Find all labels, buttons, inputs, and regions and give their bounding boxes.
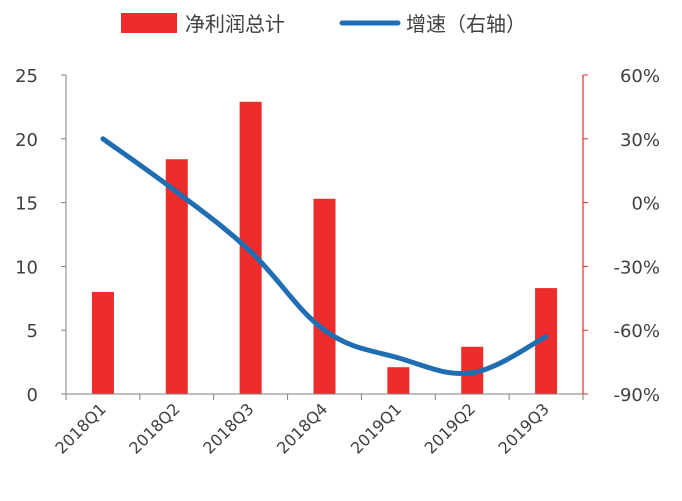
bar-2018Q2 [165, 159, 188, 394]
plot-area: 0 5 10 15 20 25 -90% -60% -30% 0% 30% 60% 2018Q1 2018… [15, 66, 660, 458]
left-tick-label: 25 [15, 66, 38, 87]
x-tick-label: 2019Q3 [495, 399, 553, 457]
x-tick-label: 2018Q4 [273, 399, 331, 457]
left-tick-label: 20 [15, 130, 38, 151]
left-tick-label: 10 [15, 257, 38, 278]
bar-2018Q1 [91, 291, 114, 394]
bar-2018Q4 [313, 198, 336, 394]
x-tick-label: 2019Q1 [347, 399, 405, 457]
right-tick-label: 0% [631, 194, 660, 215]
legend-line-label: 增速（右轴） [406, 12, 526, 36]
x-tick-label: 2018Q2 [125, 399, 183, 457]
left-tick-label: 15 [15, 194, 38, 215]
left-tick-label: 0 [27, 385, 38, 406]
right-tick-label: -60% [613, 321, 660, 342]
right-tick-label: 60% [620, 66, 660, 87]
bar-2019Q1 [387, 367, 410, 394]
x-tick-label: 2018Q1 [51, 399, 109, 457]
x-tick-label: 2018Q3 [199, 399, 257, 457]
legend: 净利润总计 增速（右轴） [121, 12, 526, 36]
left-tick-label: 5 [27, 321, 38, 342]
bar-2019Q3 [535, 288, 558, 394]
right-tick-label: 30% [620, 130, 660, 151]
right-tick-label: -90% [613, 385, 660, 406]
bar-2018Q3 [239, 101, 262, 395]
right-tick-label: -30% [613, 257, 660, 278]
x-tick-label: 2019Q2 [421, 399, 479, 457]
legend-bar-label: 净利润总计 [185, 12, 285, 36]
legend-bar-swatch [121, 13, 177, 33]
